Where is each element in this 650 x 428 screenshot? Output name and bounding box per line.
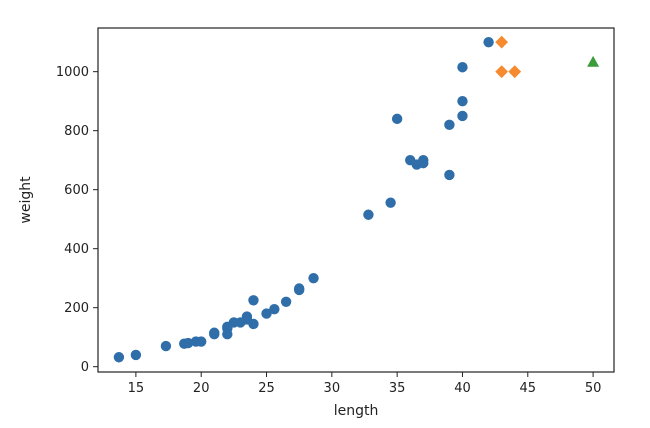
data-point (261, 308, 272, 319)
data-point-diamond (508, 65, 522, 79)
data-point (248, 295, 259, 306)
data-point-triangle (587, 55, 600, 67)
x-tick-label: 45 (520, 381, 537, 396)
data-point (418, 154, 429, 166)
x-axis-label: length (334, 403, 379, 419)
x-tick-label: 30 (324, 381, 341, 396)
x-tick-label: 50 (585, 381, 602, 396)
y-tick-label: 400 (64, 242, 89, 257)
data-point (269, 303, 280, 315)
data-point-diamond (495, 65, 509, 79)
x-tick-label: 25 (258, 381, 275, 396)
data-point (308, 272, 319, 284)
x-tick-label: 40 (454, 381, 471, 396)
data-point-diamond (495, 35, 509, 49)
ticks-layer: 15 20 25 30 35 40 45 50 0 200 400 600 800 1000 (56, 65, 601, 396)
data-point (130, 349, 142, 361)
data-point (385, 197, 396, 208)
y-tick-label: 200 (64, 301, 89, 316)
y-tick-label: 1000 (56, 65, 89, 80)
data-point (444, 119, 455, 130)
data-point (209, 327, 220, 338)
data-point (293, 283, 305, 294)
y-tick-label: 0 (81, 360, 89, 375)
y-axis-label: weight (18, 176, 34, 224)
data-point (457, 95, 468, 107)
data-point (196, 336, 207, 347)
data-point (363, 209, 374, 220)
data-point (457, 62, 468, 73)
y-tick-label: 600 (64, 183, 89, 198)
data-point (444, 169, 455, 181)
x-tick-label: 35 (389, 381, 406, 396)
plot-frame (97, 27, 615, 373)
data-point (280, 296, 292, 307)
data-point (160, 340, 172, 352)
data-point (457, 110, 468, 122)
y-tick-label: 800 (64, 124, 89, 139)
data-point (248, 318, 259, 330)
data-point (182, 337, 194, 349)
points-layer (113, 35, 600, 363)
data-point (483, 36, 494, 48)
x-tick-label: 20 (193, 381, 210, 396)
x-tick-label: 15 (128, 381, 145, 396)
data-point (391, 113, 403, 125)
data-point (113, 352, 125, 363)
